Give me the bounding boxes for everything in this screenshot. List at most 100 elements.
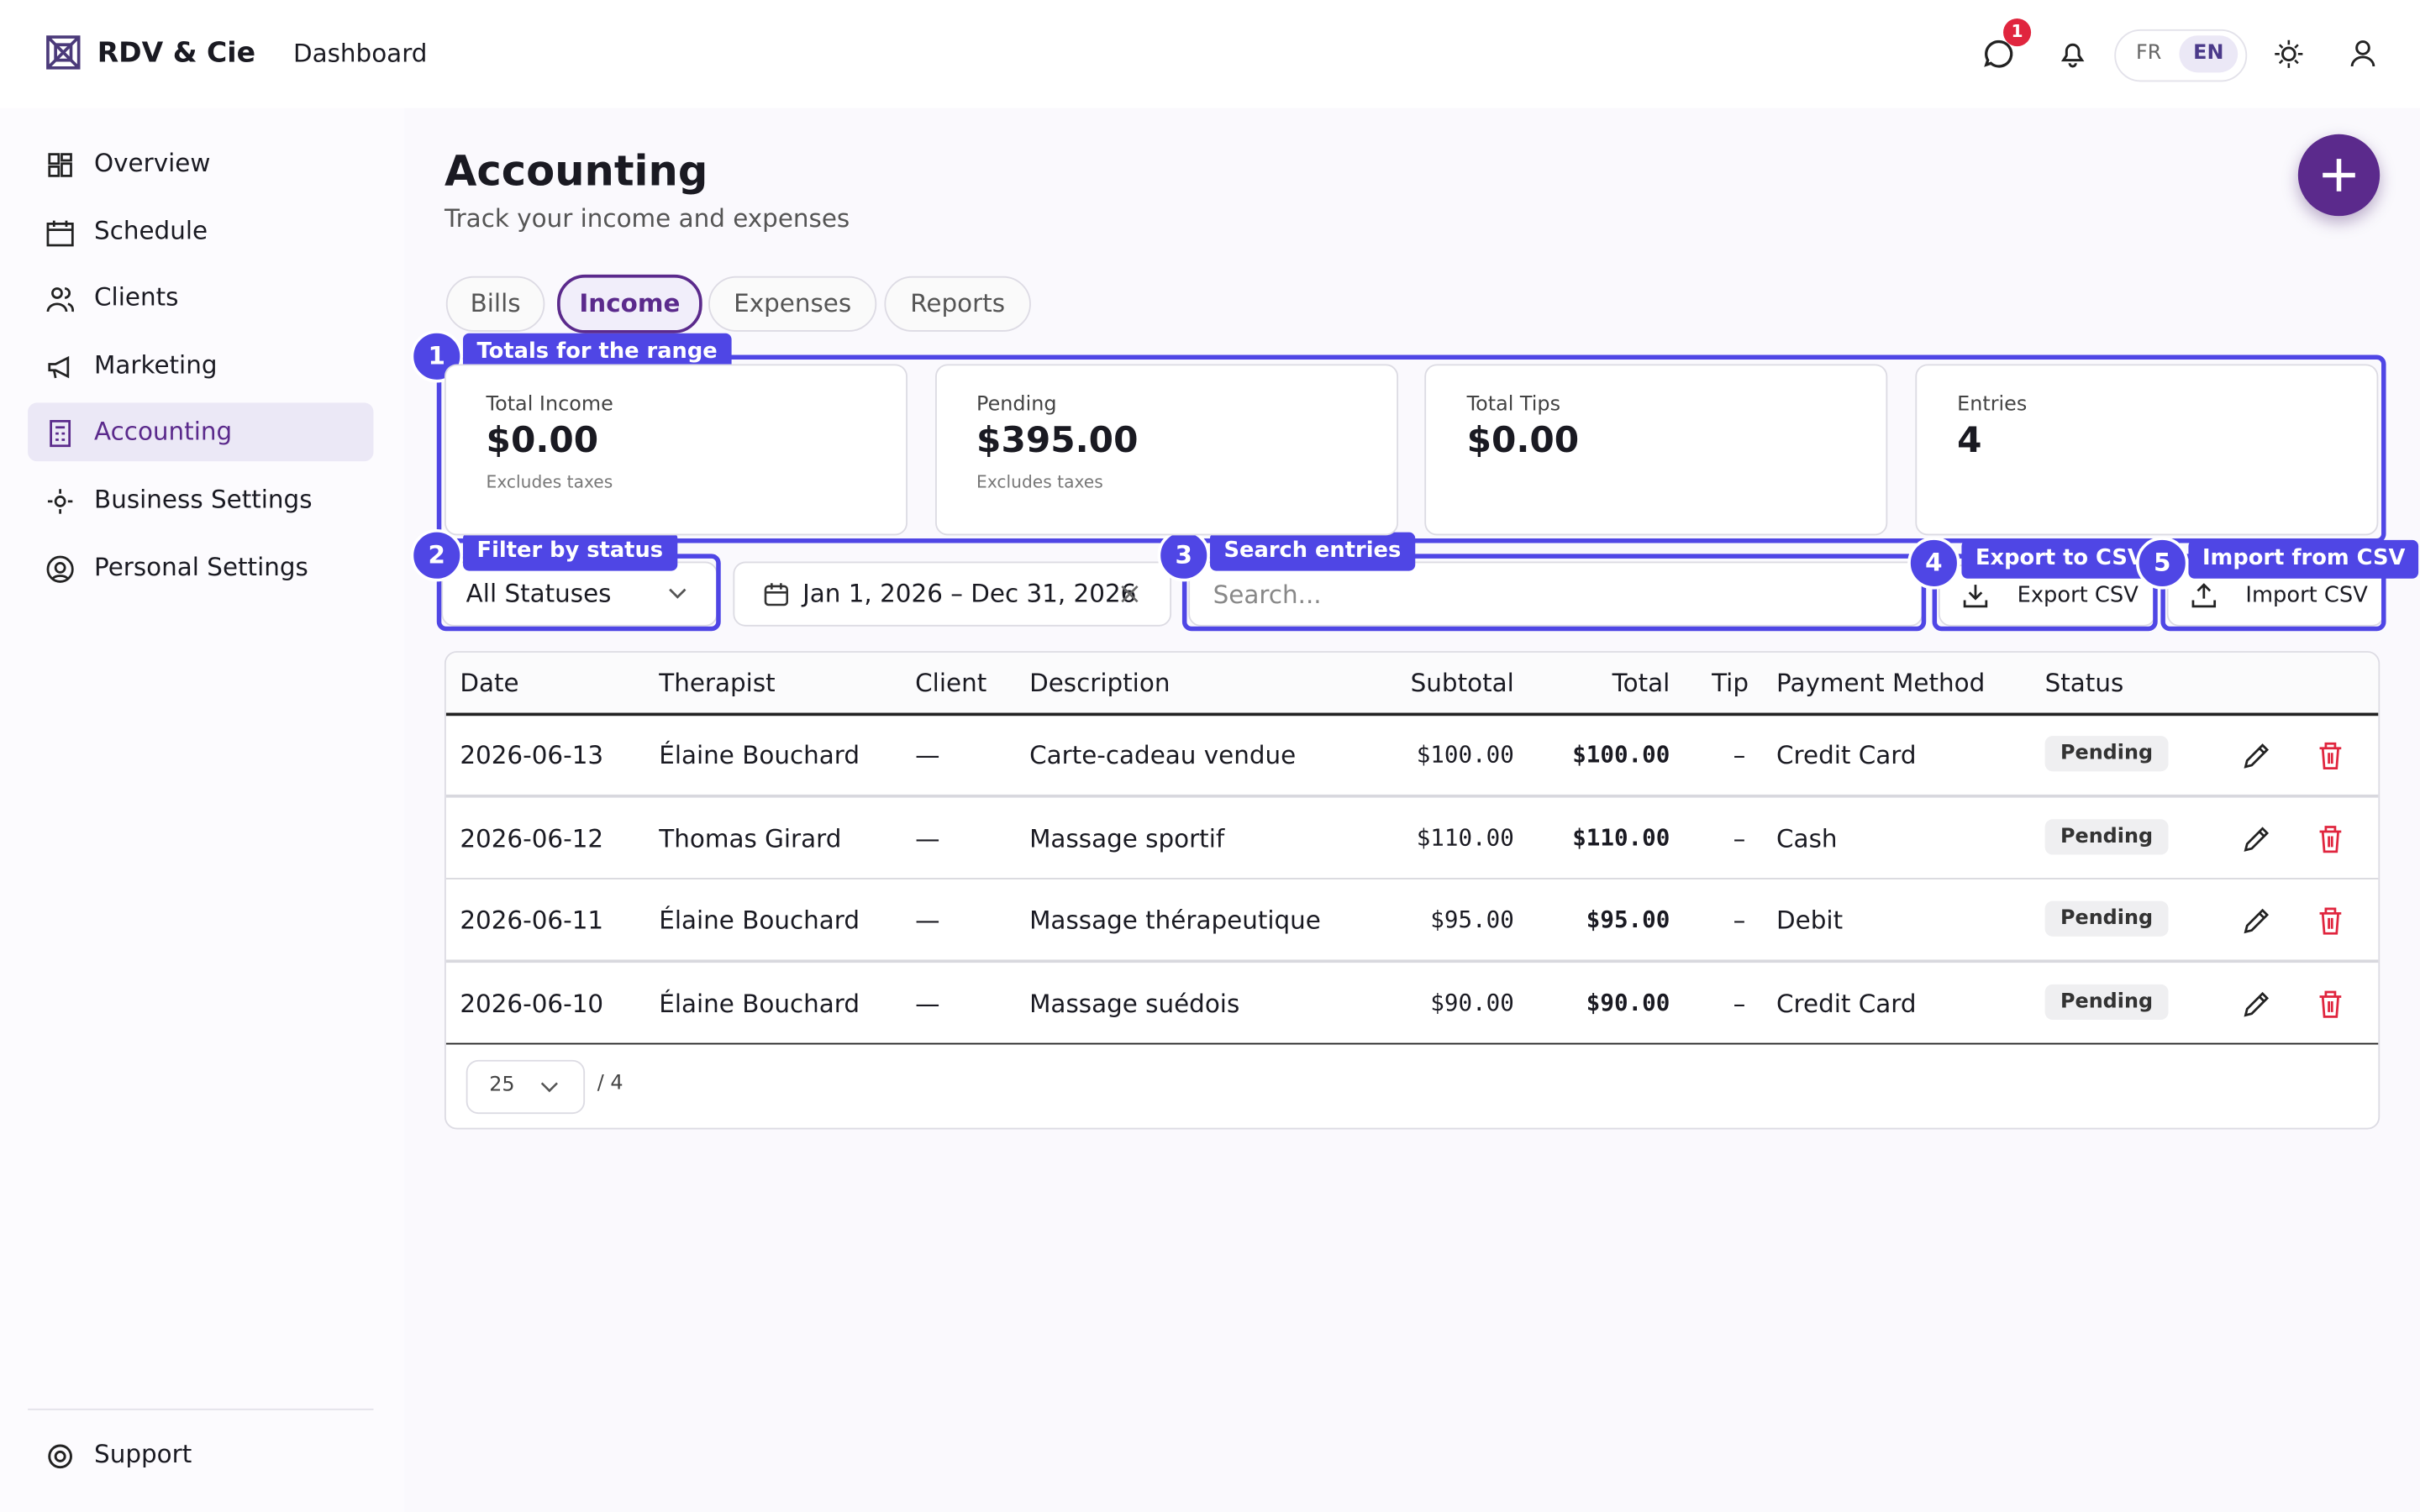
search-input[interactable]: Search... (1188, 561, 1923, 627)
page-size-select[interactable]: 25 (466, 1059, 586, 1115)
table-cell: – (1733, 988, 1746, 1018)
nav-item[interactable]: Overview (28, 134, 373, 193)
delete-button[interactable] (2317, 741, 2344, 778)
column-header[interactable]: Description (1029, 668, 1171, 698)
table-cell: Debit (1776, 906, 1844, 936)
tab[interactable]: Income (557, 274, 702, 333)
language-en[interactable]: EN (2179, 35, 2238, 73)
table-cell: — (915, 906, 940, 936)
table-cell: – (1733, 740, 1746, 770)
nav-item[interactable]: Schedule (28, 202, 373, 260)
tab[interactable]: Bills (445, 276, 545, 332)
table-cell: $110.00 (1416, 822, 1514, 851)
date-range-value: Jan 1, 2026 – Dec 31, 2026 (802, 578, 1137, 608)
table-cell: 2026-06-13 (460, 740, 604, 770)
messages-icon[interactable] (1981, 37, 2015, 71)
annotation-box (1181, 554, 1927, 632)
nav-item[interactable]: Accounting (28, 403, 374, 462)
nav-label: Business Settings (94, 484, 313, 514)
table-cell: – (1733, 822, 1746, 853)
search-placeholder: Search... (1213, 580, 1322, 610)
date-range[interactable]: Jan 1, 2026 – Dec 31, 2026 (733, 561, 1172, 627)
column-header[interactable]: Payment Method (1776, 668, 1986, 698)
tab[interactable]: Reports (884, 276, 1031, 332)
column-header[interactable]: Tip (1712, 668, 1749, 698)
delete-button[interactable] (2317, 823, 2344, 860)
table-cell: Credit Card (1776, 988, 1917, 1018)
nav-item[interactable]: Clients (28, 269, 373, 328)
row-border (445, 877, 2379, 879)
annotation-number: 3 (1157, 528, 1210, 582)
stat-card: Pending $395.00 Excludes taxes (934, 364, 1398, 536)
table-cell: $95.00 (1430, 906, 1514, 934)
language-fr[interactable]: FR (2135, 41, 2162, 66)
stat-value: $395.00 (976, 421, 1139, 462)
stat-value: 4 (1957, 421, 1982, 462)
status-badge: Pending (2044, 736, 2169, 772)
edit-button[interactable] (2241, 741, 2272, 778)
stat-value: $0.00 (486, 421, 599, 462)
annotation-number: 2 (410, 528, 464, 582)
theme-icon[interactable] (2273, 39, 2304, 70)
column-header[interactable]: Date (460, 668, 519, 698)
table-cell: $90.00 (1586, 988, 1670, 1016)
table-cell: 2026-06-11 (460, 906, 604, 936)
user-icon[interactable] (2348, 39, 2379, 70)
bell-icon[interactable] (2057, 39, 2088, 70)
header: RDV & Cie Dashboard 1 FR EN (0, 0, 2420, 108)
nav-label: Personal Settings (94, 551, 308, 581)
entries-table: Date Therapist Client Description Subtotal To… (444, 651, 2381, 1130)
stat-note: Excludes taxes (486, 472, 613, 492)
table-cell: — (915, 988, 940, 1018)
row-border (445, 1042, 2379, 1045)
annotation-pill: Export to CSV (1961, 539, 2159, 579)
page-title: Accounting (444, 148, 708, 197)
stat-label: Pending (976, 393, 1057, 417)
status-badge: Pending (2044, 983, 2169, 1020)
status-select[interactable]: All Statuses (441, 561, 718, 627)
brand[interactable]: RDV & Cie (97, 37, 256, 70)
table-cell: Élaine Bouchard (659, 906, 860, 936)
nav-item[interactable]: Personal Settings (28, 538, 373, 596)
tab[interactable]: Expenses (708, 276, 877, 332)
stat-value: $0.00 (1466, 421, 1580, 462)
column-header[interactable]: Client (915, 668, 987, 698)
status-badge: Pending (2044, 900, 2169, 937)
column-header[interactable]: Subtotal (1410, 668, 1514, 698)
column-header[interactable]: Therapist (659, 668, 776, 698)
table-cell: Élaine Bouchard (659, 988, 860, 1018)
status-badge: Pending (2044, 818, 2169, 854)
nav-label: Accounting (94, 417, 233, 447)
edit-button[interactable] (2241, 823, 2272, 860)
nav-label: Schedule (94, 215, 208, 245)
delete-button[interactable] (2317, 906, 2344, 942)
add-button[interactable] (2297, 134, 2381, 217)
nav-item[interactable]: Business Settings (28, 470, 373, 529)
support-link[interactable]: Support (28, 1425, 373, 1484)
table-cell: Élaine Bouchard (659, 740, 860, 770)
page-size: 25 (489, 1074, 515, 1097)
page-subtitle: Track your income and expenses (444, 203, 850, 234)
stat-label: Total Income (486, 393, 613, 417)
table-cell: — (915, 740, 940, 770)
annotation-pill: Import from CSV (2188, 539, 2419, 579)
column-header[interactable]: Total (1612, 668, 1670, 698)
table-cell: $110.00 (1572, 822, 1670, 851)
column-header[interactable]: Status (2044, 668, 2124, 698)
stat-note: Excludes taxes (976, 472, 1103, 492)
delete-button[interactable] (2317, 988, 2344, 1025)
nav-item[interactable]: Marketing (28, 336, 373, 395)
sidebar: Support Overview Schedule Clients Marketing… (0, 108, 405, 1512)
table-cell: 2026-06-10 (460, 988, 604, 1018)
table-cell: Massage sportif (1029, 822, 1225, 853)
table-cell: $90.00 (1430, 988, 1514, 1016)
edit-button[interactable] (2241, 906, 2272, 942)
annotation-number: 4 (1907, 537, 1960, 590)
breadcrumb[interactable]: Dashboard (292, 38, 428, 68)
table-cell: $100.00 (1572, 740, 1670, 769)
divider (28, 1408, 374, 1410)
stat-card: Entries 4 (1915, 364, 2379, 536)
table-header-bg (445, 652, 2379, 717)
edit-button[interactable] (2241, 988, 2272, 1025)
